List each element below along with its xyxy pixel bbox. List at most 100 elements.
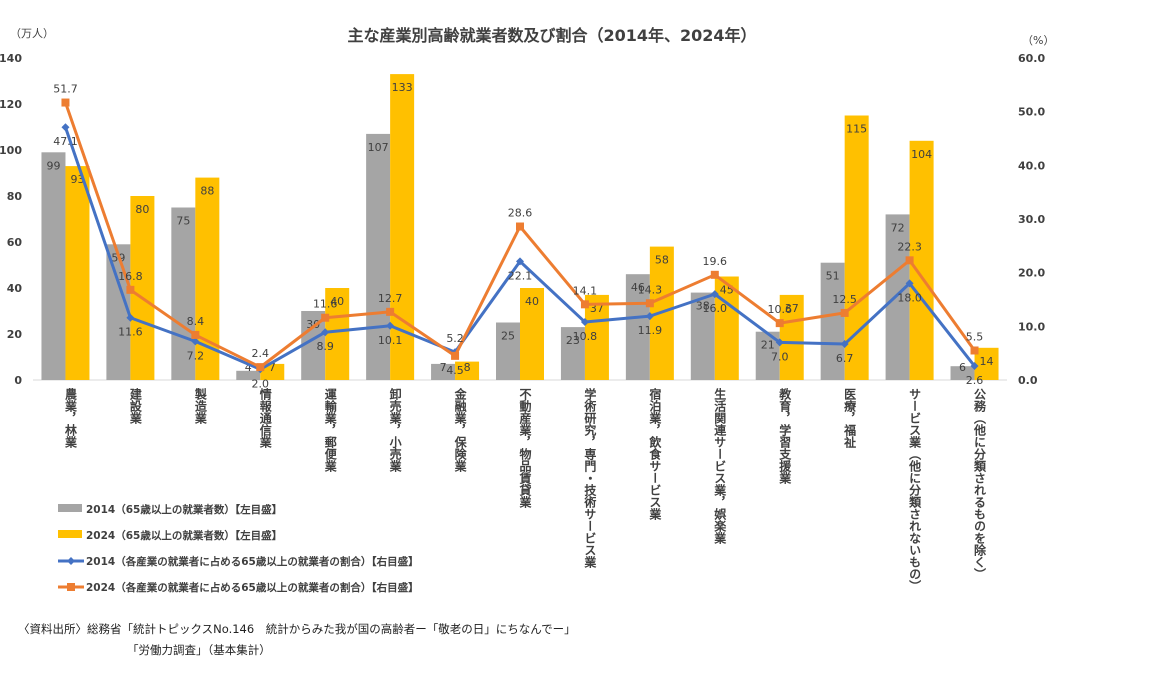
bar-label-2014: 7 bbox=[440, 361, 447, 374]
point-2024 bbox=[645, 299, 654, 308]
bar-2024 bbox=[779, 294, 804, 380]
bar-2024 bbox=[65, 166, 90, 380]
line-label-2024: 28.6 bbox=[508, 207, 533, 220]
legend-swatch-orange-line bbox=[58, 583, 84, 591]
line-label-2014: 10.1 bbox=[378, 334, 403, 347]
bar-label-2024: 133 bbox=[392, 81, 413, 94]
point-2024 bbox=[451, 351, 460, 360]
category-label: サービス業（他に分類されないもの） bbox=[908, 388, 922, 592]
left-tick-label: 80 bbox=[7, 190, 23, 203]
bar-label-2024: 88 bbox=[200, 185, 214, 198]
line-label-2014: 16.0 bbox=[703, 302, 728, 315]
category-label: 学術研究，専門・技術サービス業 bbox=[583, 387, 597, 569]
category-label: 卸売業，小売業 bbox=[388, 387, 402, 473]
point-2014 bbox=[840, 340, 849, 349]
point-2024 bbox=[580, 300, 589, 309]
bar-label-2014: 99 bbox=[46, 159, 60, 172]
legend-label: 2014（65歳以上の就業者数）【左目盛】 bbox=[86, 504, 283, 516]
point-2024 bbox=[61, 98, 70, 107]
left-tick-label: 140 bbox=[0, 52, 22, 65]
line-label-2024: 8.4 bbox=[187, 315, 205, 328]
right-tick-label: 60.0 bbox=[1018, 52, 1045, 65]
line-label-2024: 10.6 bbox=[767, 303, 792, 316]
point-2024 bbox=[970, 346, 979, 355]
legend-label: 2024（各産業の就業者に占める65歳以上の就業者の割合）【右目盛】 bbox=[86, 582, 419, 594]
bar-label-2014: 46 bbox=[631, 281, 645, 294]
bar-2024 bbox=[584, 294, 609, 380]
line-label-2024: 51.7 bbox=[53, 83, 78, 96]
bar-label-2014: 23 bbox=[566, 334, 580, 347]
bar-2014 bbox=[41, 152, 66, 380]
bar-2014 bbox=[496, 322, 520, 380]
line-label-2024: 11.6 bbox=[313, 298, 338, 311]
line-label-2014: 7.2 bbox=[187, 349, 205, 362]
point-2014 bbox=[386, 321, 395, 330]
point-2014 bbox=[61, 123, 70, 132]
bar-label-2014: 51 bbox=[826, 270, 840, 283]
bar-label-2024: 80 bbox=[135, 203, 149, 216]
right-tick-label: 50.0 bbox=[1018, 106, 1045, 119]
point-2024 bbox=[191, 330, 200, 339]
legend-label: 2024（65歳以上の就業者数）【左目盛】 bbox=[86, 530, 283, 542]
left-tick-label: 60 bbox=[7, 236, 23, 249]
bar-label-2024: 104 bbox=[911, 148, 932, 161]
bar-2014 bbox=[560, 327, 585, 380]
left-tick-label: 40 bbox=[7, 282, 23, 295]
bar-label-2014: 38 bbox=[696, 300, 710, 313]
bar-label-2024: 40 bbox=[330, 295, 344, 308]
bar-label-2014: 75 bbox=[176, 215, 190, 228]
line-label-2024: 16.8 bbox=[118, 270, 143, 283]
bar-label-2024: 8 bbox=[464, 361, 471, 374]
bar-2014 bbox=[236, 370, 261, 380]
right-tick-label: 40.0 bbox=[1018, 159, 1045, 172]
legend-label: 2014（各産業の就業者に占める65歳以上の就業者の割合）【右目盛】 bbox=[86, 556, 419, 568]
bar-label-2014: 25 bbox=[501, 330, 515, 343]
category-label: 医療，福祉 bbox=[843, 388, 857, 449]
line-label-2024: 14.1 bbox=[573, 284, 598, 297]
bar-2014 bbox=[885, 214, 910, 380]
bar-2014 bbox=[625, 274, 650, 380]
line-label-2024: 2.4 bbox=[252, 347, 270, 360]
point-2024 bbox=[126, 285, 135, 294]
point-2014 bbox=[321, 328, 330, 337]
bar-2014 bbox=[690, 292, 715, 380]
right-axis-unit: （%） bbox=[1022, 34, 1054, 47]
point-2024 bbox=[256, 363, 265, 372]
point-2014 bbox=[970, 362, 979, 371]
line-label-2024: 12.7 bbox=[378, 292, 403, 305]
bar-2014 bbox=[106, 244, 131, 380]
point-2014 bbox=[126, 313, 135, 322]
left-tick-label: 20 bbox=[7, 328, 23, 341]
point-2014 bbox=[775, 338, 784, 347]
left-axis-unit: （万人） bbox=[10, 27, 54, 40]
bar-2014 bbox=[431, 363, 456, 380]
line-label-2014: 2.6 bbox=[966, 374, 984, 387]
category-label: 宿泊業，飲食サービス業 bbox=[648, 387, 662, 521]
left-tick-label: 0 bbox=[14, 374, 22, 387]
category-label: 農業，林業 bbox=[63, 387, 77, 449]
bar-label-2024: 7 bbox=[269, 361, 276, 374]
bar-2024 bbox=[714, 276, 739, 380]
bar-2014 bbox=[366, 133, 391, 380]
line-label-2024: 14.3 bbox=[638, 283, 663, 296]
point-2024 bbox=[321, 313, 330, 322]
line-label-2014: 18.0 bbox=[897, 291, 922, 304]
bar-label-2014: 6 bbox=[959, 361, 966, 374]
chart-title: 主な産業別高齢就業者数及び割合（2014年、2024年） bbox=[347, 26, 756, 45]
point-2014 bbox=[645, 312, 654, 321]
category-label: 教育，学習支援業 bbox=[778, 387, 792, 485]
category-label: 情報通信業 bbox=[258, 387, 272, 449]
line-label-2014: 6.7 bbox=[836, 352, 854, 365]
line-label-2014: 2.0 bbox=[252, 377, 270, 390]
bar-label-2014: 21 bbox=[761, 339, 775, 352]
line-label-2024: 19.6 bbox=[703, 255, 728, 268]
bar-2024 bbox=[260, 363, 285, 380]
line-label-2014: 8.9 bbox=[316, 340, 334, 353]
bar-2014 bbox=[171, 207, 196, 380]
source-line-2: 「労働力調査」（基本集計） bbox=[127, 643, 271, 657]
bar-2024 bbox=[455, 361, 480, 380]
left-tick-label: 100 bbox=[0, 144, 22, 157]
bar-label-2024: 115 bbox=[846, 123, 867, 136]
line-label-2014: 11.6 bbox=[118, 326, 143, 339]
bar-2024 bbox=[520, 288, 544, 380]
